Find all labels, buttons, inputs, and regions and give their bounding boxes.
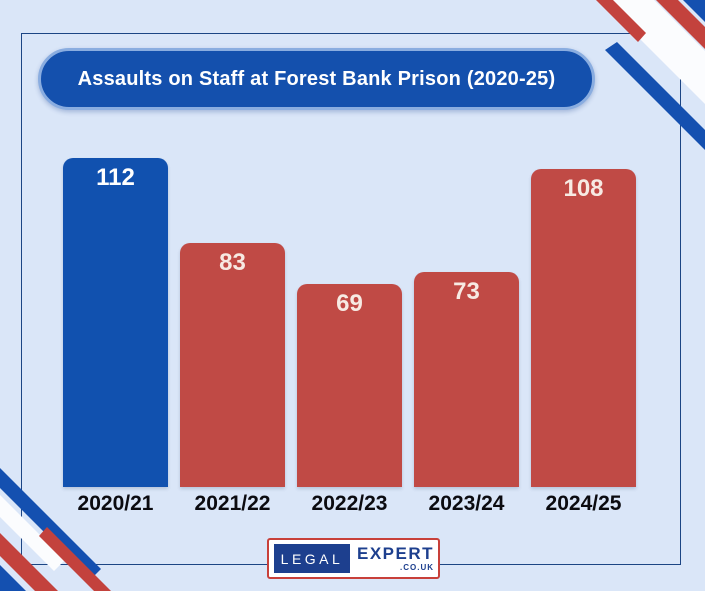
bar-value-label: 83 bbox=[219, 249, 246, 276]
logo-right-block: EXPERT .CO.UK bbox=[357, 545, 434, 572]
chart-title: Assaults on Staff at Forest Bank Prison … bbox=[77, 67, 556, 90]
bar-2022-23: 69 bbox=[297, 284, 402, 487]
bar-category-label: 2022/23 bbox=[311, 492, 388, 515]
bar-category-label: 2023/24 bbox=[428, 492, 505, 515]
chart-column: 108 2024/25 bbox=[531, 147, 636, 521]
bar-2020-21: 112 bbox=[63, 158, 168, 487]
chart-column: 69 2022/23 bbox=[297, 147, 402, 521]
bar-chart: 112 2020/21 83 2021/22 69 2022/23 73 2023/24 108… bbox=[63, 147, 636, 521]
bar-value-label: 112 bbox=[96, 164, 135, 191]
ribbon-corner-blue bbox=[0, 565, 26, 591]
chart-title-banner: Assaults on Staff at Forest Bank Prison … bbox=[38, 48, 595, 110]
bar-category-label: 2024/25 bbox=[545, 492, 622, 515]
bar-value-label: 108 bbox=[563, 175, 604, 202]
chart-column: 83 2021/22 bbox=[180, 147, 285, 521]
logo-couk-text: .CO.UK bbox=[400, 563, 435, 572]
bar-2021-22: 83 bbox=[180, 243, 285, 487]
legal-expert-logo: LEGAL EXPERT .CO.UK bbox=[267, 538, 440, 579]
chart-column: 73 2023/24 bbox=[414, 147, 519, 521]
ribbon-corner-blue bbox=[683, 0, 705, 22]
logo-legal-text: LEGAL bbox=[280, 550, 344, 567]
bar-category-label: 2020/21 bbox=[77, 492, 154, 515]
logo-expert-text: EXPERT bbox=[357, 544, 435, 563]
bar-value-label: 73 bbox=[453, 278, 480, 305]
logo-legal-box: LEGAL bbox=[274, 544, 350, 573]
bar-category-label: 2021/22 bbox=[194, 492, 271, 515]
bar-2023-24: 73 bbox=[414, 272, 519, 487]
chart-column: 112 2020/21 bbox=[63, 147, 168, 521]
bar-value-label: 69 bbox=[336, 290, 363, 317]
bar-2024-25: 108 bbox=[531, 169, 636, 487]
